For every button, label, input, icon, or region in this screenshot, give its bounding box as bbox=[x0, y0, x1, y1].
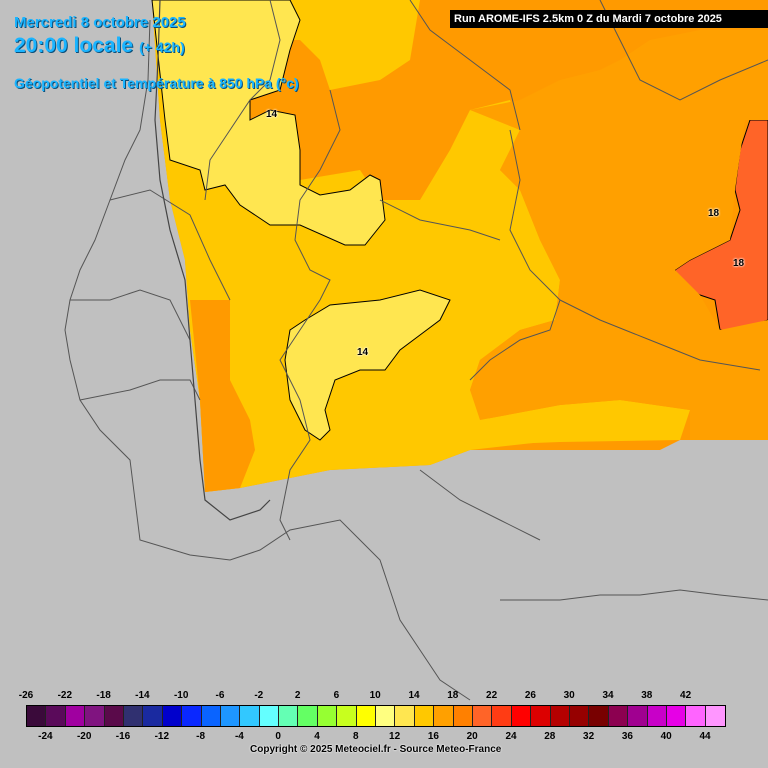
legend-swatch bbox=[434, 706, 454, 726]
legend-swatch bbox=[85, 706, 105, 726]
legend-swatch bbox=[686, 706, 706, 726]
legend-swatch bbox=[531, 706, 551, 726]
legend-swatch bbox=[356, 706, 377, 726]
field-lightyellow-center bbox=[284, 289, 451, 441]
legend-swatch bbox=[46, 706, 66, 726]
legend-swatch bbox=[65, 706, 86, 726]
legend-swatch bbox=[143, 706, 163, 726]
legend-tick-bottom: 0 bbox=[275, 731, 281, 742]
legend-tick-bottom: -20 bbox=[76, 731, 92, 742]
legend-tick-top: -26 bbox=[18, 690, 34, 701]
forecast-time-value: 20:00 locale bbox=[14, 34, 134, 57]
borders bbox=[64, 0, 768, 701]
legend-tick-top: 10 bbox=[369, 690, 381, 701]
legend-tick-top: 34 bbox=[602, 690, 614, 701]
copyright-notice: Copyright © 2025 Meteociel.fr - Source M… bbox=[250, 744, 502, 755]
field-orange-mid bbox=[470, 30, 768, 440]
legend-swatch bbox=[628, 706, 648, 726]
legend-swatch bbox=[472, 706, 493, 726]
legend-tick-bottom: 32 bbox=[583, 731, 595, 742]
legend-swatch bbox=[705, 706, 726, 726]
field-orange-sw bbox=[190, 300, 255, 492]
legend-swatch bbox=[27, 706, 47, 726]
legend-swatch bbox=[317, 706, 338, 726]
field-gold-se bbox=[480, 400, 690, 445]
legend-swatch bbox=[298, 706, 318, 726]
isotherm-label: 18 bbox=[733, 258, 745, 269]
legend-tick-top: -14 bbox=[135, 690, 150, 701]
legend-swatch bbox=[279, 706, 299, 726]
legend-swatch bbox=[492, 706, 512, 726]
legend-tick-bottom: -12 bbox=[154, 731, 170, 742]
isotherm-label: 14 bbox=[357, 347, 369, 358]
legend-swatch bbox=[104, 706, 124, 726]
isotherm-label: 18 bbox=[708, 208, 720, 219]
legend-tick-top: 38 bbox=[641, 690, 653, 701]
legend-tick-bottom: 44 bbox=[699, 731, 711, 742]
legend-swatch bbox=[240, 706, 260, 726]
legend-swatch bbox=[647, 706, 667, 726]
legend-tick-bottom: 16 bbox=[427, 731, 439, 742]
legend-tick-top: -22 bbox=[57, 690, 73, 701]
legend-tick-top: 26 bbox=[524, 690, 536, 701]
legend-tick-bottom: 12 bbox=[389, 731, 401, 742]
legend-swatch bbox=[259, 706, 280, 726]
legend-swatch bbox=[453, 706, 473, 726]
legend-swatch bbox=[550, 706, 570, 726]
legend-swatch bbox=[123, 706, 144, 726]
legend-tick-bottom: 8 bbox=[353, 731, 359, 742]
legend-tick-top: -10 bbox=[173, 690, 189, 701]
legend-tick-top: 42 bbox=[680, 690, 692, 701]
legend-tick-top: 22 bbox=[486, 690, 498, 701]
color-scale-legend bbox=[26, 705, 727, 727]
legend-swatch bbox=[414, 706, 435, 726]
legend-swatch bbox=[569, 706, 590, 726]
legend-tick-bottom: 24 bbox=[505, 731, 517, 742]
legend-tick-top: -18 bbox=[96, 690, 111, 701]
legend-swatch bbox=[220, 706, 241, 726]
legend-tick-top: -2 bbox=[254, 690, 264, 701]
legend-tick-top: -6 bbox=[215, 690, 225, 701]
legend-tick-bottom: 28 bbox=[544, 731, 556, 742]
legend-swatch bbox=[182, 706, 202, 726]
field-gold bbox=[152, 0, 560, 492]
legend-swatch bbox=[589, 706, 609, 726]
legend-swatch bbox=[162, 706, 183, 726]
legend-tick-top: 6 bbox=[333, 690, 340, 701]
run-info-banner: Run AROME-IFS 2.5km 0 Z du Mardi 7 octob… bbox=[450, 10, 768, 28]
legend-tick-top: 2 bbox=[294, 690, 301, 701]
parameter-title: Géopotentiel et Température à 850 hPa (°… bbox=[14, 75, 299, 91]
lead-time: (+ 42h) bbox=[139, 39, 185, 55]
legend-tick-bottom: 4 bbox=[314, 731, 320, 742]
legend-tick-bottom: 36 bbox=[621, 731, 633, 742]
legend-tick-bottom: -16 bbox=[115, 731, 131, 742]
field-lightyellow-north bbox=[151, 0, 386, 246]
legend-tick-bottom: -4 bbox=[234, 731, 244, 742]
legend-tick-top: 18 bbox=[447, 690, 459, 701]
legend-tick-top: 30 bbox=[563, 690, 575, 701]
legend-swatch bbox=[376, 706, 396, 726]
coastline bbox=[154, 0, 271, 521]
legend-tick-bottom: -24 bbox=[38, 731, 53, 742]
legend-tick-bottom: -8 bbox=[196, 731, 206, 742]
forecast-time: 20:00 locale (+ 42h) bbox=[14, 34, 185, 58]
legend-tick-bottom: 40 bbox=[660, 731, 672, 742]
legend-swatch bbox=[511, 706, 532, 726]
legend-swatch bbox=[337, 706, 357, 726]
legend-tick-top: 14 bbox=[408, 690, 420, 701]
legend-swatch bbox=[608, 706, 629, 726]
legend-swatch bbox=[201, 706, 221, 726]
legend-swatch bbox=[666, 706, 687, 726]
forecast-date: Mercredi 8 octobre 2025 bbox=[14, 14, 186, 31]
legend-tick-bottom: 20 bbox=[466, 731, 478, 742]
legend-swatch bbox=[395, 706, 415, 726]
isotherm-label: 14 bbox=[266, 109, 278, 120]
